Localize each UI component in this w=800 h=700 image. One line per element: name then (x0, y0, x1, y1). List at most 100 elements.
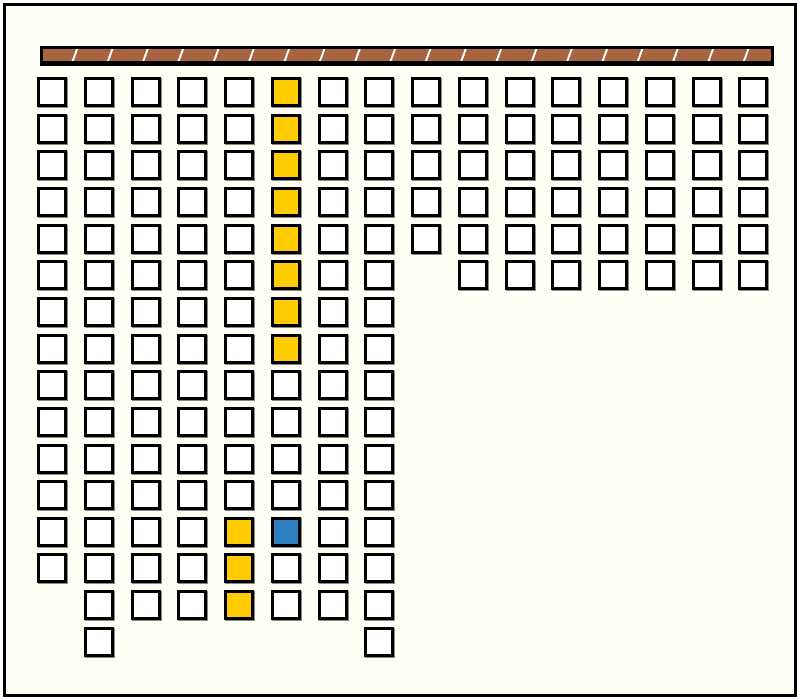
cell-empty[interactable] (224, 406, 254, 437)
cell-empty[interactable] (317, 370, 348, 401)
cell-empty[interactable] (317, 443, 348, 474)
cell-yellow[interactable] (270, 186, 301, 217)
cell-empty[interactable] (83, 186, 114, 217)
cell-empty[interactable] (738, 150, 769, 181)
cell-empty[interactable] (364, 626, 395, 657)
cell-empty[interactable] (177, 480, 208, 511)
cell-blue[interactable] (270, 516, 301, 547)
cell-yellow[interactable] (270, 77, 301, 107)
cell-empty[interactable] (457, 260, 488, 291)
cell-empty[interactable] (83, 77, 114, 107)
cell-empty[interactable] (37, 260, 67, 291)
cell-empty[interactable] (738, 260, 769, 291)
cell-empty[interactable] (644, 223, 675, 254)
cell-yellow[interactable] (224, 590, 254, 621)
cell-empty[interactable] (598, 113, 628, 144)
cell-empty[interactable] (130, 480, 161, 511)
cell-yellow[interactable] (270, 150, 301, 181)
cell-empty[interactable] (37, 223, 67, 254)
cell-empty[interactable] (83, 406, 114, 437)
cell-empty[interactable] (83, 113, 114, 144)
cell-empty[interactable] (317, 296, 348, 327)
cell-empty[interactable] (644, 113, 675, 144)
cell-empty[interactable] (270, 553, 301, 584)
cell-empty[interactable] (130, 443, 161, 474)
cell-empty[interactable] (411, 186, 441, 217)
cell-empty[interactable] (83, 223, 114, 254)
cell-empty[interactable] (457, 223, 488, 254)
cell-empty[interactable] (411, 223, 441, 254)
cell-empty[interactable] (738, 77, 769, 107)
cell-empty[interactable] (177, 77, 208, 107)
cell-empty[interactable] (224, 150, 254, 181)
cell-empty[interactable] (364, 333, 395, 364)
cell-empty[interactable] (317, 260, 348, 291)
cell-empty[interactable] (83, 333, 114, 364)
cell-empty[interactable] (83, 443, 114, 474)
cell-empty[interactable] (177, 443, 208, 474)
cell-empty[interactable] (364, 553, 395, 584)
cell-empty[interactable] (364, 113, 395, 144)
cell-empty[interactable] (364, 443, 395, 474)
cell-empty[interactable] (598, 223, 628, 254)
cell-empty[interactable] (224, 77, 254, 107)
cell-empty[interactable] (691, 150, 722, 181)
cell-empty[interactable] (83, 590, 114, 621)
cell-empty[interactable] (224, 480, 254, 511)
cell-empty[interactable] (224, 333, 254, 364)
cell-empty[interactable] (598, 260, 628, 291)
cell-empty[interactable] (364, 590, 395, 621)
cell-empty[interactable] (130, 223, 161, 254)
cell-empty[interactable] (83, 553, 114, 584)
cell-empty[interactable] (691, 113, 722, 144)
cell-empty[interactable] (130, 370, 161, 401)
cell-empty[interactable] (317, 113, 348, 144)
cell-empty[interactable] (270, 370, 301, 401)
cell-empty[interactable] (177, 186, 208, 217)
cell-empty[interactable] (177, 370, 208, 401)
cell-empty[interactable] (457, 186, 488, 217)
cell-empty[interactable] (317, 590, 348, 621)
cell-empty[interactable] (551, 77, 582, 107)
cell-yellow[interactable] (270, 223, 301, 254)
cell-empty[interactable] (177, 260, 208, 291)
cell-empty[interactable] (364, 516, 395, 547)
cell-empty[interactable] (504, 260, 535, 291)
cell-empty[interactable] (130, 113, 161, 144)
cell-empty[interactable] (130, 296, 161, 327)
cell-empty[interactable] (738, 186, 769, 217)
cell-empty[interactable] (130, 77, 161, 107)
cell-empty[interactable] (83, 480, 114, 511)
cell-empty[interactable] (317, 553, 348, 584)
cell-empty[interactable] (364, 296, 395, 327)
cell-yellow[interactable] (270, 260, 301, 291)
cell-empty[interactable] (504, 223, 535, 254)
cell-empty[interactable] (270, 480, 301, 511)
cell-empty[interactable] (130, 150, 161, 181)
cell-empty[interactable] (177, 516, 208, 547)
cell-empty[interactable] (457, 113, 488, 144)
cell-empty[interactable] (504, 150, 535, 181)
cell-empty[interactable] (504, 186, 535, 217)
cell-empty[interactable] (598, 77, 628, 107)
cell-empty[interactable] (270, 406, 301, 437)
cell-empty[interactable] (83, 150, 114, 181)
cell-empty[interactable] (738, 223, 769, 254)
cell-empty[interactable] (644, 77, 675, 107)
cell-yellow[interactable] (270, 333, 301, 364)
cell-empty[interactable] (691, 223, 722, 254)
cell-empty[interactable] (551, 150, 582, 181)
cell-empty[interactable] (317, 186, 348, 217)
cell-empty[interactable] (551, 113, 582, 144)
cell-empty[interactable] (317, 516, 348, 547)
cell-empty[interactable] (270, 590, 301, 621)
cell-empty[interactable] (317, 223, 348, 254)
cell-empty[interactable] (364, 150, 395, 181)
cell-empty[interactable] (644, 260, 675, 291)
cell-empty[interactable] (317, 77, 348, 107)
cell-empty[interactable] (37, 406, 67, 437)
cell-empty[interactable] (317, 480, 348, 511)
cell-empty[interactable] (598, 150, 628, 181)
cell-empty[interactable] (598, 186, 628, 217)
cell-empty[interactable] (364, 77, 395, 107)
